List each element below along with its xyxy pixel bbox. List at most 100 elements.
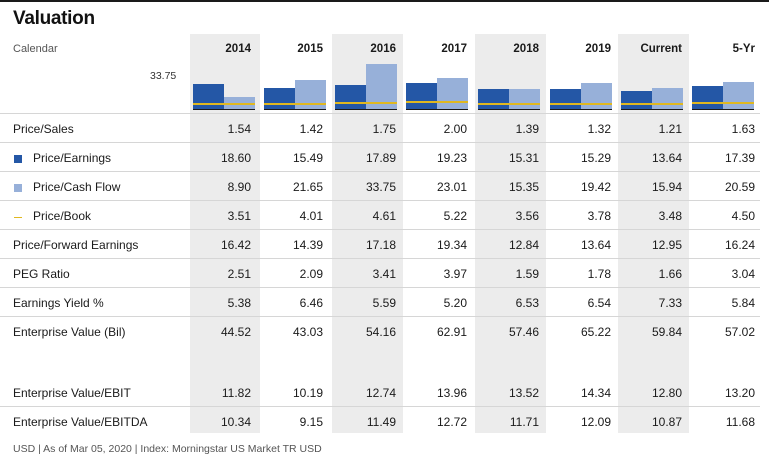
table-cell: 6.53: [515, 296, 539, 310]
table-row: Enterprise Value/EBITDA 10.34 9.15 11.49 12.…: [0, 407, 769, 436]
table-cell: 57.46: [508, 325, 539, 339]
row-label: Price/Earnings: [33, 151, 112, 165]
price-cash-flow-bar: [723, 81, 754, 109]
price-book-line: [621, 103, 683, 106]
price-book-legend-icon: [14, 217, 22, 218]
table-cell: 43.03: [292, 325, 323, 339]
table-cell: 13.52: [508, 386, 539, 400]
table-cell: 5.20: [443, 296, 467, 310]
table-cell: 2.51: [227, 267, 251, 281]
price-earnings-bar: [264, 88, 295, 109]
table-cell: 18.60: [220, 151, 251, 165]
table-cell: 11.71: [509, 415, 539, 429]
table-cell: 13.64: [651, 151, 682, 165]
table-cell: 16.42: [220, 238, 251, 252]
price-cash-flow-bar: [509, 88, 540, 109]
table-cell: 8.90: [227, 180, 251, 194]
row-divider: [0, 113, 760, 114]
row-label: Price/Book: [33, 209, 92, 223]
table-cell: 12.80: [651, 386, 682, 400]
table-row: Enterprise Value/EBIT 11.82 10.19 12.74 13.9…: [0, 378, 769, 407]
price-earnings-bar: [621, 90, 652, 109]
table-cell: 15.31: [508, 151, 539, 165]
table-cell: 7.33: [658, 296, 682, 310]
column-header: 2015: [297, 43, 323, 55]
table-cell: 15.35: [508, 180, 539, 194]
table-cell: 10.34: [220, 415, 251, 429]
table-cell: 5.59: [372, 296, 396, 310]
table-cell: 13.96: [436, 386, 467, 400]
row-divider: [0, 287, 760, 288]
column-header: 2017: [441, 43, 467, 55]
table-cell: 33.75: [365, 180, 396, 194]
chart-max-label: 33.75: [150, 70, 177, 82]
table-row: Price/Forward Earnings 16.42 14.39 17.18 19.…: [0, 230, 769, 259]
table-cell: 1.21: [658, 122, 682, 136]
column-header: 2014: [225, 43, 251, 55]
price-earnings-bar: [478, 88, 509, 109]
table-cell: 10.19: [292, 386, 323, 400]
price-book-line: [550, 102, 612, 105]
table-cell: 2.09: [299, 267, 323, 281]
price-book-line: [335, 101, 397, 104]
row-label: Earnings Yield %: [13, 296, 104, 310]
row-label: Price/Forward Earnings: [13, 238, 139, 252]
chart-baseline: [692, 109, 754, 110]
row-label: Price/Cash Flow: [33, 180, 121, 194]
table-row: PEG Ratio 2.51 2.09 3.41 3.97 1.59 1.78 1.66 3.0…: [0, 259, 769, 288]
table-cell: 12.72: [436, 415, 467, 429]
row-label: Price/Sales: [13, 122, 74, 136]
price-book-line: [692, 102, 754, 104]
table-cell: 15.29: [580, 151, 611, 165]
table-cell: 23.01: [436, 180, 467, 194]
table-cell: 11.82: [221, 386, 251, 400]
table-cell: 44.52: [220, 325, 251, 339]
table-cell: 62.91: [436, 325, 467, 339]
page-title: Valuation: [13, 8, 95, 29]
price-earnings-bar: [335, 85, 366, 109]
table-cell: 3.04: [731, 267, 755, 281]
table-cell: 13.64: [580, 238, 611, 252]
table-cell: 11.49: [366, 415, 396, 429]
table-row: Price/Cash Flow 8.90 21.65 33.75 23.01 15.35 1…: [0, 172, 769, 201]
price-book-line: [193, 103, 255, 106]
row-divider: [0, 258, 760, 259]
valuation-mini-chart: [190, 54, 769, 112]
table-cell: 5.84: [731, 296, 755, 310]
table-cell: 19.42: [580, 180, 611, 194]
table-cell: 2.00: [443, 122, 467, 136]
table-cell: 3.56: [515, 209, 539, 223]
row-divider: [0, 171, 760, 172]
table-cell: 1.63: [731, 122, 755, 136]
table-cell: 9.15: [299, 415, 323, 429]
price-cash-flow-bar: [437, 78, 468, 109]
table-cell: 65.22: [580, 325, 611, 339]
column-header: 2016: [370, 43, 396, 55]
table-cell: 1.78: [587, 267, 611, 281]
price-cash-flow-bar: [652, 87, 683, 109]
table-cell: 1.42: [299, 122, 323, 136]
row-label: PEG Ratio: [13, 267, 70, 281]
table-cell: 1.39: [515, 122, 539, 136]
price-cash-flow-bar: [581, 83, 612, 109]
table-cell: 14.39: [292, 238, 323, 252]
table-cell: 5.22: [443, 209, 467, 223]
table-cell: 3.51: [227, 209, 251, 223]
table-cell: 12.09: [580, 415, 611, 429]
price-book-line: [478, 103, 540, 106]
price-earnings-bar: [550, 88, 581, 109]
price-book-line: [264, 102, 326, 105]
price-book-line: [406, 101, 468, 104]
table-cell: 12.74: [365, 386, 396, 400]
table-cell: 1.54: [227, 122, 251, 136]
row-divider: [0, 142, 760, 143]
table-cell: 21.65: [292, 180, 323, 194]
chart-baseline: [335, 109, 397, 110]
table-cell: 4.61: [372, 209, 396, 223]
table-cell: 1.75: [372, 122, 396, 136]
chart-baseline: [406, 109, 468, 110]
table-cell: 10.87: [651, 415, 682, 429]
row-divider: [0, 406, 760, 407]
price-earnings-legend-icon: [14, 155, 22, 163]
table-row: Price/Earnings 18.60 15.49 17.89 19.23 15.31 1…: [0, 143, 769, 172]
